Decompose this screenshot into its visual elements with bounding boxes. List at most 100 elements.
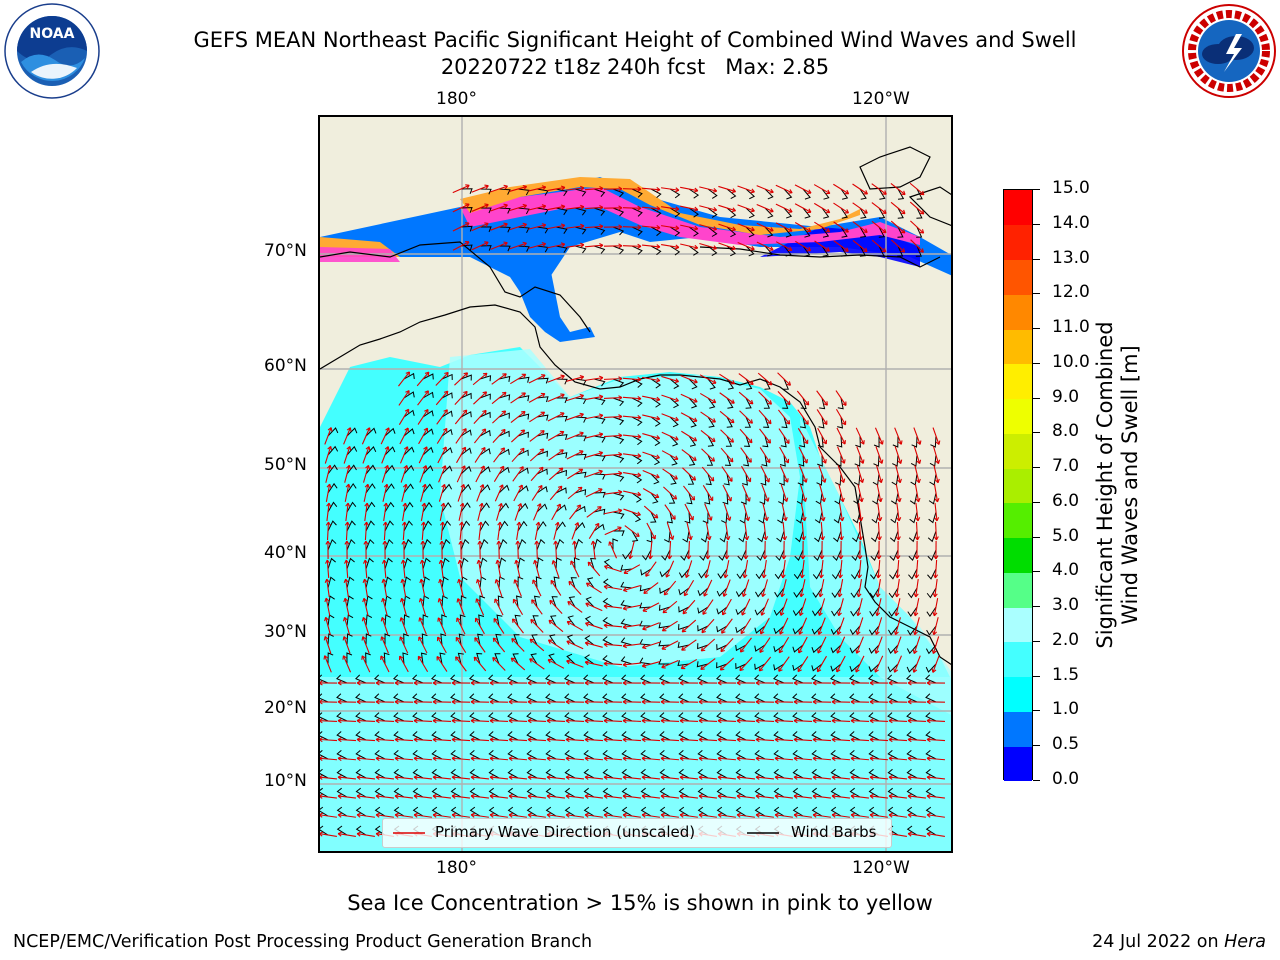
wave-direction-arrow bbox=[814, 240, 830, 252]
wave-direction-arrow bbox=[470, 795, 490, 799]
colorbar-tick-label: 10.0 bbox=[1052, 351, 1090, 372]
wave-arrow-head bbox=[546, 699, 551, 705]
wave-arrow-head bbox=[919, 248, 924, 253]
wave-direction-arrow bbox=[895, 465, 901, 483]
wave-direction-arrow bbox=[603, 453, 623, 457]
wave-direction-arrow bbox=[455, 428, 467, 444]
wave-arrow-head bbox=[681, 646, 686, 651]
wave-arrow-head bbox=[767, 380, 773, 386]
wave-arrow-head bbox=[546, 680, 551, 686]
wind-barb bbox=[688, 245, 699, 256]
wind-barb bbox=[830, 750, 842, 760]
wave-direction-arrow bbox=[660, 738, 680, 742]
wave-direction-arrow bbox=[356, 720, 376, 722]
wind-barb bbox=[817, 454, 823, 467]
wave-arrow-head bbox=[603, 622, 608, 629]
wave-arrow-head bbox=[529, 638, 535, 644]
colorbar-tick-label: 2.0 bbox=[1052, 629, 1080, 650]
wind-barb bbox=[704, 492, 711, 505]
wave-direction-arrow bbox=[833, 221, 849, 233]
wave-arrow-head bbox=[812, 718, 817, 724]
wind-barb bbox=[545, 674, 557, 684]
wave-arrow-head bbox=[565, 774, 570, 780]
wind-barb bbox=[773, 693, 785, 703]
wind-barb bbox=[878, 226, 885, 238]
wind-barb bbox=[811, 750, 823, 760]
wind-barb bbox=[756, 549, 766, 561]
wind-barb bbox=[851, 549, 861, 561]
wave-arrow-head bbox=[932, 630, 938, 636]
wind-barb bbox=[650, 397, 661, 408]
wave-arrow-head bbox=[356, 755, 361, 762]
wind-barb bbox=[460, 244, 473, 251]
wind-barb bbox=[773, 644, 785, 653]
wave-direction-arrow bbox=[565, 738, 585, 742]
wind-barb bbox=[735, 693, 747, 703]
wind-barb bbox=[678, 606, 690, 613]
wind-barb bbox=[840, 245, 848, 257]
wave-arrow-head bbox=[931, 649, 937, 655]
wave-direction-arrow bbox=[337, 757, 357, 761]
wind-barb bbox=[811, 663, 823, 672]
wind-barb bbox=[878, 188, 886, 200]
wind-barb bbox=[573, 557, 580, 570]
wave-direction-arrow bbox=[895, 484, 901, 502]
wave-arrow-head bbox=[641, 718, 646, 724]
wave-direction-arrow bbox=[721, 466, 733, 482]
wave-arrow-head bbox=[405, 371, 411, 376]
wave-direction-arrow bbox=[496, 560, 502, 578]
wave-arrow-head bbox=[812, 812, 817, 818]
wind-barb bbox=[697, 731, 709, 741]
wind-barb bbox=[831, 587, 842, 599]
wind-barb bbox=[460, 538, 470, 551]
wind-barb bbox=[631, 454, 643, 465]
wind-barb bbox=[450, 712, 462, 722]
wave-direction-arrow bbox=[495, 503, 503, 521]
wave-arrow-head bbox=[565, 718, 570, 724]
wind-barb bbox=[526, 787, 538, 798]
wind-barb bbox=[745, 397, 752, 409]
wave-direction-arrow bbox=[585, 488, 603, 498]
wave-arrow-head bbox=[888, 737, 893, 743]
wave-direction-arrow bbox=[585, 395, 603, 401]
wave-arrow-head bbox=[812, 737, 817, 743]
wind-barb bbox=[892, 435, 899, 448]
wind-barb bbox=[659, 674, 671, 684]
wind-barb bbox=[889, 549, 899, 561]
colorbar-tick-mark bbox=[1033, 258, 1040, 260]
wave-arrow-head bbox=[674, 244, 680, 250]
wave-arrow-head bbox=[478, 521, 484, 526]
wave-direction-arrow bbox=[566, 640, 584, 650]
wave-arrow-head bbox=[465, 184, 470, 189]
wind-barb bbox=[512, 653, 519, 665]
wave-direction-arrow bbox=[517, 540, 519, 560]
wave-direction-arrow bbox=[623, 584, 641, 592]
wave-arrow-head bbox=[647, 555, 653, 560]
wind-barb bbox=[854, 454, 861, 467]
wave-direction-arrow bbox=[375, 738, 395, 742]
wind-barb bbox=[422, 576, 430, 589]
wave-arrow-head bbox=[459, 502, 465, 508]
wave-direction-arrow bbox=[725, 522, 729, 540]
wave-arrow-head bbox=[641, 755, 646, 762]
wave-arrow-head bbox=[343, 578, 349, 584]
wave-arrow-head bbox=[482, 409, 487, 415]
wave-direction-arrow bbox=[660, 720, 680, 722]
wind-barb bbox=[782, 378, 790, 390]
wave-arrow-head bbox=[584, 755, 589, 762]
wind-barb bbox=[507, 806, 519, 817]
wave-arrow-head bbox=[362, 559, 369, 564]
wave-arrow-head bbox=[475, 598, 481, 603]
wave-direction-arrow bbox=[361, 655, 371, 673]
wave-arrow-head bbox=[494, 579, 500, 584]
wave-arrow-head bbox=[656, 206, 661, 212]
wave-direction-arrow bbox=[547, 224, 565, 230]
wave-arrow-head bbox=[703, 592, 708, 597]
wave-arrow-head bbox=[594, 522, 600, 528]
wind-barb bbox=[849, 663, 861, 673]
wind-barb bbox=[639, 585, 652, 592]
wind-barb bbox=[850, 568, 861, 580]
wave-arrow-head bbox=[641, 663, 647, 668]
wind-barb bbox=[707, 397, 716, 409]
wave-direction-arrow bbox=[356, 776, 376, 780]
